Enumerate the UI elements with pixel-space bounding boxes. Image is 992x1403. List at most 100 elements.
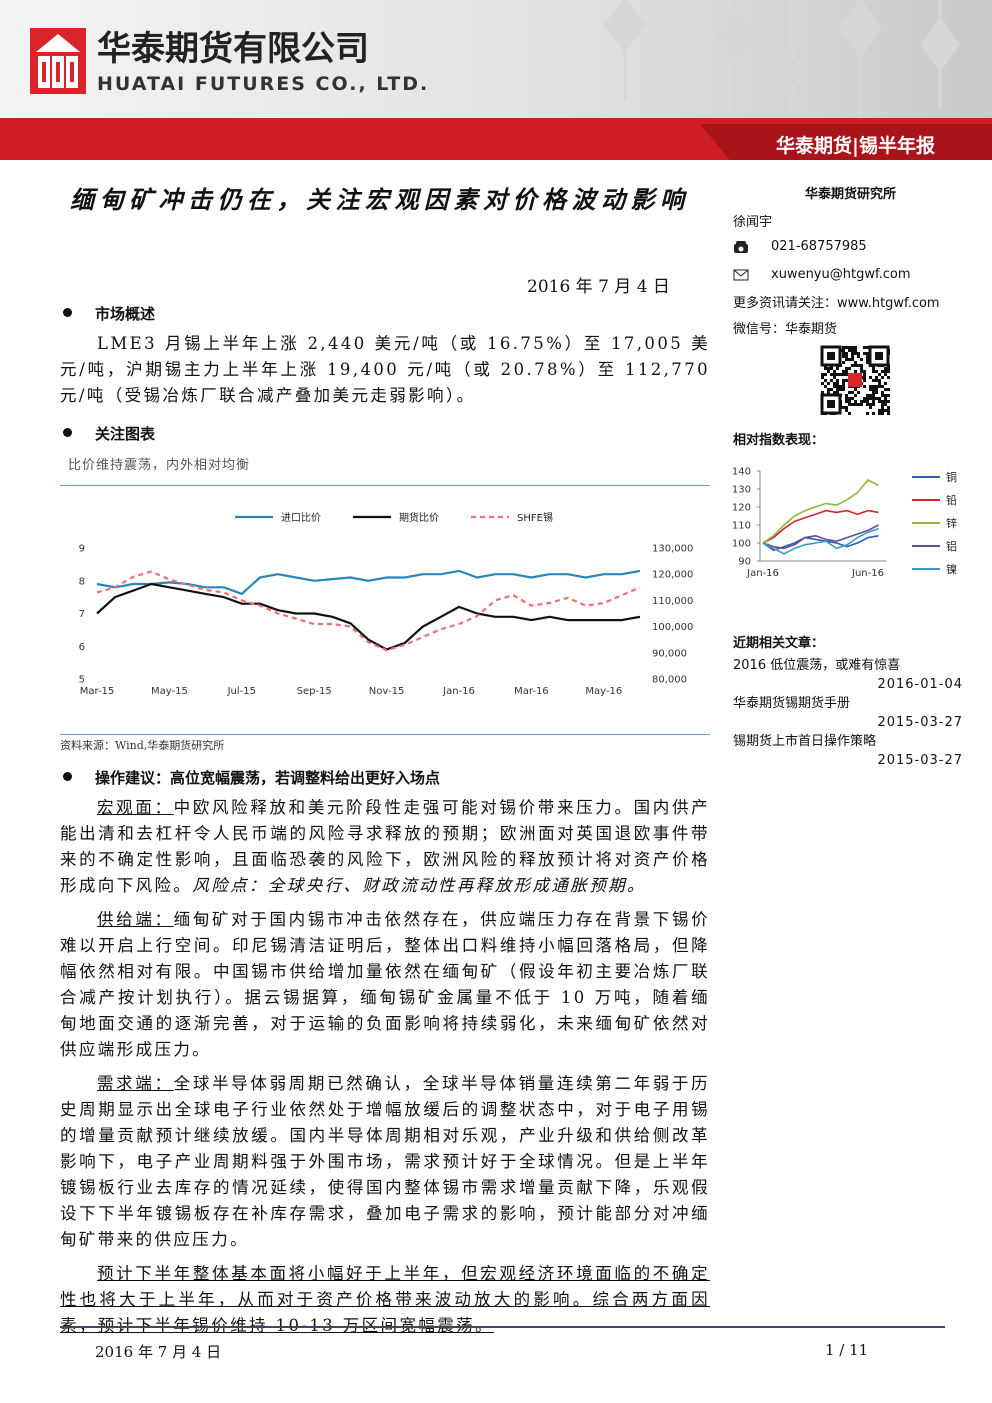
qr-cell [869, 406, 872, 409]
legend-label: 镍 [946, 562, 957, 576]
qr-cell [821, 391, 824, 394]
qr-cell [887, 376, 890, 379]
qr-finder [820, 393, 842, 415]
qr-cell [866, 403, 869, 406]
article-title[interactable]: 华泰期货锡期货手册 [733, 696, 851, 711]
y-tick-label: 100 [733, 539, 751, 550]
qr-cell [866, 352, 869, 355]
qr-cell [857, 391, 860, 394]
qr-cell [851, 349, 854, 352]
bullet [63, 428, 72, 437]
qr-cell [884, 367, 887, 370]
x-tick-label: Sep-15 [297, 686, 332, 697]
y2-tick-label: 130,000 [652, 544, 693, 555]
qr-cell [872, 379, 875, 382]
qr-cell [854, 346, 857, 349]
qr-cell [863, 400, 866, 403]
qr-cell [845, 355, 848, 358]
qr-cell [884, 403, 887, 406]
qr-cell [884, 370, 887, 373]
y2-tick-label: 80,000 [652, 675, 687, 686]
qr-cell [878, 385, 881, 388]
qr-cell [878, 379, 881, 382]
x-tick-label: Jan-16 [746, 568, 779, 579]
qr-cell [839, 388, 842, 391]
y2-tick-label: 120,000 [652, 570, 693, 581]
qr-cell [851, 364, 854, 367]
qr-cell [833, 373, 836, 376]
series-line [762, 524, 879, 550]
qr-cell [824, 373, 827, 376]
qr-cell [881, 394, 884, 397]
y-tick-label: 7 [79, 609, 85, 620]
qr-cell [836, 388, 839, 391]
qr-cell [860, 367, 863, 370]
series-line [96, 582, 641, 651]
qr-cell [875, 379, 878, 382]
qr-cell [884, 373, 887, 376]
series-line [762, 535, 879, 551]
article-title[interactable]: 2016 低位震荡，或难有惊喜 [733, 658, 901, 673]
qr-cell [833, 376, 836, 379]
qr-cell [854, 394, 857, 397]
y-tick-label: 6 [79, 642, 85, 653]
qr-cell [830, 367, 833, 370]
article-date: 2015-03-27 [877, 753, 963, 768]
legend-label: 铅 [946, 493, 957, 507]
qr-cell [854, 349, 857, 352]
qr-cell [842, 355, 845, 358]
qr-logo [848, 373, 862, 387]
x-tick-label: Nov-15 [369, 686, 405, 697]
qr-cell [830, 379, 833, 382]
qr-cell [842, 379, 845, 382]
series-line [762, 527, 879, 555]
chart-rule [60, 734, 710, 735]
qr-cell [884, 382, 887, 385]
series-line [762, 509, 879, 544]
qr-cell [869, 388, 872, 391]
header-decoration [603, 0, 960, 115]
qr-cell [872, 370, 875, 373]
qr-cell [851, 391, 854, 394]
qr-cell [869, 397, 872, 400]
x-tick-label: Jul-15 [227, 686, 256, 697]
qr-cell [833, 385, 836, 388]
y2-tick-label: 110,000 [652, 596, 693, 607]
qr-cell [833, 382, 836, 385]
article-title[interactable]: 锡期货上市首日操作策略 [733, 734, 877, 749]
qr-cell [842, 406, 845, 409]
qr-cell [860, 364, 863, 367]
section-body: 宏观面：中欧风险释放和美元阶段性走强可能对锡价带来压力。国内供产能出清和去杠杆令… [60, 795, 710, 1347]
qr-cell [842, 373, 845, 376]
legend-label: 锌 [946, 516, 957, 530]
series-line [96, 569, 641, 595]
qr-cell [866, 397, 869, 400]
paragraph-text: 全球半导体弱周期已然确认，全球半导体销量连续第二年弱于历史周期显示出全球电子行业… [60, 1074, 711, 1249]
qr-cell [845, 394, 848, 397]
qr-cell [881, 409, 884, 412]
qr-cell [854, 361, 857, 364]
qr-cell [842, 385, 845, 388]
qr-cell [878, 409, 881, 412]
qr-finder [827, 400, 835, 408]
qr-cell [848, 397, 851, 400]
qr-cell [830, 388, 833, 391]
section-heading: 操作建议：高位宽幅震荡，若调整料给出更好入场点 [95, 769, 441, 787]
qr-cell [836, 382, 839, 385]
qr-cell [854, 388, 857, 391]
qr-cell [881, 376, 884, 379]
phone-icon [734, 241, 748, 253]
qr-cell [887, 388, 890, 391]
report-tag: 华泰期货|锡半年报 [776, 134, 935, 157]
qr-cell [884, 409, 887, 412]
qr-cell [866, 394, 869, 397]
report-date: 2016 年 7 月 4 日 [527, 277, 670, 297]
qr-cell [872, 388, 875, 391]
qr-cell [869, 385, 872, 388]
legend-label: 铝 [946, 539, 957, 553]
qr-cell [842, 352, 845, 355]
article-date: 2015-03-27 [877, 715, 963, 730]
header: 华泰期货有限公司 HUATAI FUTURES CO., LTD. 华泰期货|锡… [0, 0, 992, 160]
qr-cell [869, 403, 872, 406]
qr-cell [845, 370, 848, 373]
